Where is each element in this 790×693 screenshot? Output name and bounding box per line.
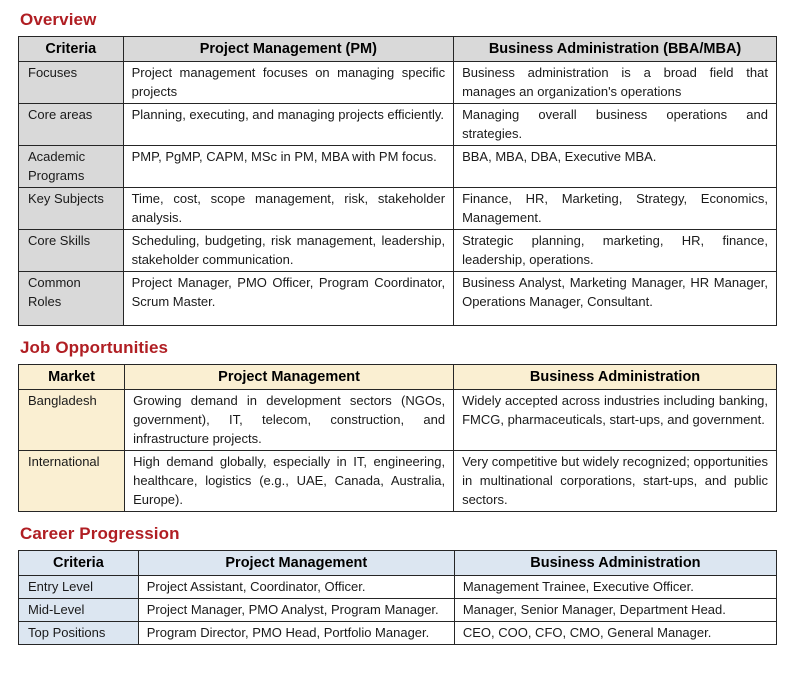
row-label-career-progression-0: Entry Level (18, 575, 139, 599)
career-progression-table: Criteria Project Management Business Admin… (18, 550, 778, 645)
section-title-job-opportunities: Job Opportunities (20, 338, 169, 357)
row-label-career-progression-2: Top Positions (18, 621, 139, 645)
column-header-career-progression-1: Project Management (137, 550, 455, 576)
cell-career-progression-1-2: Manager, Senior Manager, Department Head… (453, 598, 778, 622)
cell-job-opportunities-0-1: Growing demand in development sectors (N… (124, 389, 455, 451)
column-header-job-opportunities-2: Business Administration (453, 364, 777, 390)
cell-overview-1-1: Planning, executing, and managing projec… (122, 103, 455, 146)
job-opportunities-table: Market Project Management Business Adminis… (17, 364, 777, 512)
table-row-overview-5: Common Roles Project Manager, PMO Officer… (18, 271, 777, 326)
table-row-overview-0: Focuses Project management focuses on man… (18, 61, 777, 104)
cell-overview-0-2: Business administration is a broad field… (453, 61, 777, 104)
cell-career-progression-2-1: Program Director, PMO Head, Portfolio Ma… (137, 621, 455, 645)
section-career-progression: Career Progression Criteria Project Manag… (18, 524, 778, 645)
section-job-opportunities: Job Opportunities Market Project Manageme… (17, 338, 777, 512)
cell-overview-4-1: Scheduling, budgeting, risk management, … (122, 229, 455, 272)
cell-overview-5-2: Business Analyst, Marketing Manager, HR … (453, 271, 777, 326)
table-row-job-opportunities-0: Bangladesh Growing demand in development … (17, 389, 777, 451)
cell-overview-2-1: PMP, PgMP, CAPM, MSc in PM, MBA with PM … (122, 145, 455, 188)
row-label-job-opportunities-0: Bangladesh (17, 389, 126, 451)
table-row-career-progression-1: Mid-Level Project Manager, PMO Analyst, P… (18, 598, 778, 622)
section-overview: Overview Criteria Project Management (PM)… (18, 10, 777, 326)
section-title-career-progression: Career Progression (20, 524, 180, 543)
cell-overview-1-2: Managing overall business operations and… (453, 103, 777, 146)
cell-overview-5-1: Project Manager, PMO Officer, Program Co… (122, 271, 455, 326)
row-label-overview-5: Common Roles (18, 271, 124, 326)
row-label-overview-0: Focuses (18, 61, 124, 104)
column-header-career-progression-0: Criteria (18, 550, 139, 576)
table-row-overview-3: Key Subjects Time, cost, scope management… (18, 187, 777, 230)
cell-overview-2-2: BBA, MBA, DBA, Executive MBA. (453, 145, 777, 188)
row-label-job-opportunities-1: International (17, 450, 126, 512)
table-row-overview-1: Core areas Planning, executing, and manag… (18, 103, 777, 146)
table-row-job-opportunities-1: International High demand globally, espec… (17, 450, 777, 512)
row-label-overview-2: Academic Programs (18, 145, 124, 188)
table-row-career-progression-0: Entry Level Project Assistant, Coordinato… (18, 575, 778, 599)
overview-table: Criteria Project Management (PM) Business … (18, 36, 777, 326)
table-row-career-progression-2: Top Positions Program Director, PMO Head,… (18, 621, 778, 645)
cell-job-opportunities-0-2: Widely accepted across industries includ… (453, 389, 777, 451)
row-label-overview-3: Key Subjects (18, 187, 124, 230)
cell-job-opportunities-1-2: Very competitive but widely recognized; … (453, 450, 777, 512)
cell-overview-0-1: Project management focuses on managing s… (122, 61, 455, 104)
cell-career-progression-2-2: CEO, COO, CFO, CMO, General Manager. (453, 621, 778, 645)
column-header-overview-0: Criteria (18, 36, 124, 62)
column-header-job-opportunities-1: Project Management (124, 364, 455, 390)
cell-career-progression-0-1: Project Assistant, Coordinator, Officer. (137, 575, 455, 599)
column-header-career-progression-2: Business Administration (453, 550, 778, 576)
document: Overview Criteria Project Management (PM)… (17, 10, 778, 645)
row-label-overview-4: Core Skills (18, 229, 124, 272)
section-title-overview: Overview (20, 10, 97, 29)
column-header-job-opportunities-0: Market (17, 364, 126, 390)
cell-overview-3-1: Time, cost, scope management, risk, stak… (122, 187, 455, 230)
row-label-career-progression-1: Mid-Level (18, 598, 139, 622)
cell-overview-3-2: Finance, HR, Marketing, Strategy, Econom… (453, 187, 777, 230)
row-label-overview-1: Core areas (18, 103, 124, 146)
cell-overview-4-2: Strategic planning, marketing, HR, finan… (453, 229, 777, 272)
column-header-overview-1: Project Management (PM) (122, 36, 455, 62)
column-header-overview-2: Business Administration (BBA/MBA) (453, 36, 777, 62)
cell-career-progression-0-2: Management Trainee, Executive Officer. (453, 575, 778, 599)
cell-career-progression-1-1: Project Manager, PMO Analyst, Program Ma… (137, 598, 455, 622)
table-row-overview-2: Academic Programs PMP, PgMP, CAPM, MSc in… (18, 145, 777, 188)
table-row-overview-4: Core Skills Scheduling, budgeting, risk m… (18, 229, 777, 272)
cell-job-opportunities-1-1: High demand globally, especially in IT, … (124, 450, 455, 512)
